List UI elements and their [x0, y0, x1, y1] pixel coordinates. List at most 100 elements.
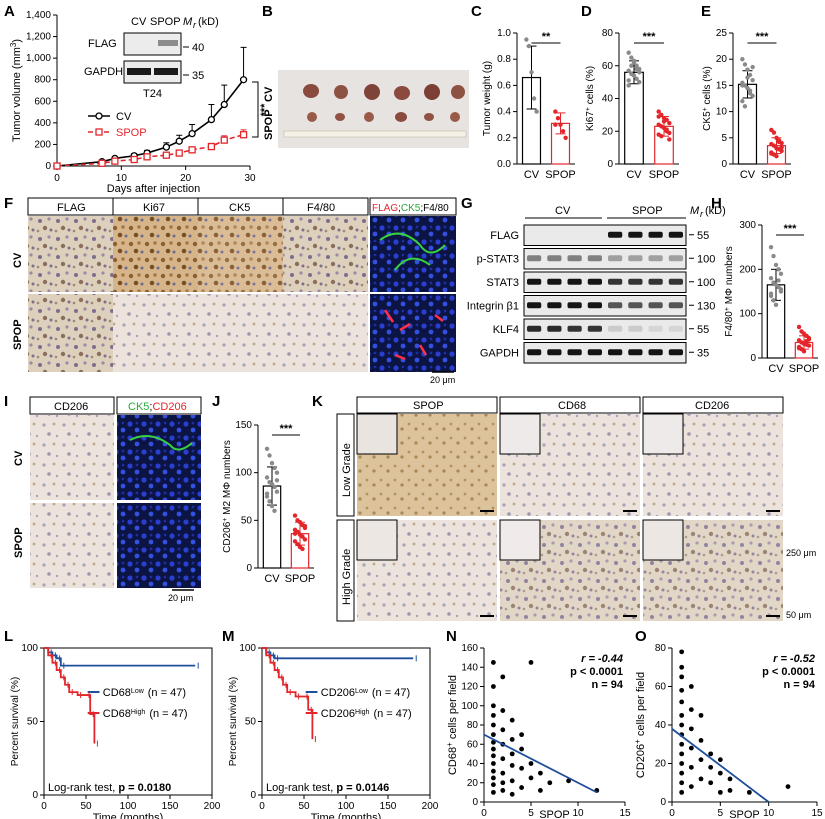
blot-band-gapdh: [123, 60, 182, 84]
a-point-spop: [98, 159, 106, 167]
g-row-label: GAPDH: [480, 347, 519, 359]
n-point: [491, 712, 496, 718]
f-image-flag-cv: [28, 216, 113, 292]
j-dot: [272, 465, 277, 471]
g-band: [668, 302, 683, 309]
tumor-volume-chart: 0 200 400 600 800 1,000 1,200 1,400 0 10 20 30 Days …: [9, 10, 272, 195]
d-dot: [634, 76, 639, 82]
g-band: [567, 349, 582, 356]
e-ytick-label: 15: [716, 80, 728, 91]
l-xtick-label: 200: [204, 801, 221, 812]
g-band: [628, 302, 643, 309]
k-scale-large: 250 μm: [786, 548, 816, 558]
m-xtick-label: 100: [338, 801, 355, 812]
l-ytick-label: 100: [21, 643, 38, 654]
d-dot: [626, 68, 631, 73]
panel-label-f: F: [4, 195, 13, 212]
e-dot: [774, 153, 779, 159]
a-ytick-label: 400: [34, 118, 51, 129]
f-image-ki67-spop: [113, 294, 198, 372]
g-band: [547, 349, 562, 356]
c-dot: [529, 70, 534, 75]
n-ytick-label: 140: [461, 662, 478, 673]
n-point: [509, 778, 515, 784]
a-point-cv: [175, 137, 183, 145]
d-dot: [634, 66, 639, 72]
panel-label-b: B: [262, 3, 273, 20]
l-xtick-label: 150: [162, 801, 179, 812]
o-point: [785, 784, 791, 789]
a-y-label: Tumor volume (mm3): [9, 39, 24, 142]
n-ytick-label: 20: [467, 778, 479, 789]
d-dot: [626, 78, 631, 83]
a-xtick-label: 30: [244, 173, 256, 184]
e-sig-stars: ***: [756, 31, 770, 43]
j-xtick-label: CV: [264, 573, 280, 585]
panel-a: A 0 200 400 600 800 1,000 1,200 1,400 0 10 20 30 Day…: [4, 3, 271, 195]
n-point: [491, 660, 496, 665]
panel-label-e: E: [701, 3, 711, 20]
g-marker: 100: [697, 253, 715, 265]
h-dot: [771, 253, 776, 259]
panel-label-i: I: [4, 393, 8, 410]
n-point: [528, 761, 534, 766]
n-xtick-label: 10: [572, 808, 584, 819]
d-dot: [667, 130, 672, 136]
o-point: [688, 707, 694, 712]
e-xtick-label: CV: [740, 169, 756, 181]
h-dot: [768, 276, 774, 281]
g-band: [648, 302, 663, 309]
c-dot: [531, 96, 537, 101]
c-y-label: Tumor weight (g): [482, 61, 493, 136]
g-band: [668, 255, 683, 262]
f-col-flag: FLAG: [57, 202, 86, 214]
j-dot: [269, 460, 275, 466]
f-row-cv: CV: [12, 252, 24, 268]
e-dot: [740, 57, 745, 62]
f-image-ck5-cv: [198, 216, 283, 292]
g-band: [608, 302, 623, 309]
g-band: [587, 278, 602, 285]
o-point: [717, 757, 723, 763]
a-point-cv: [207, 115, 216, 124]
n-point: [491, 732, 496, 738]
n-stat-p: p < 0.0001: [570, 666, 623, 678]
n-point: [491, 746, 496, 752]
e-dot: [740, 98, 745, 104]
j-ytick-label: 100: [235, 468, 252, 479]
h-ytick-label: 100: [739, 309, 756, 320]
a-point-spop: [130, 155, 138, 164]
e-ytick-label: 0: [721, 159, 727, 170]
n-point: [500, 788, 506, 793]
a-point-spop: [53, 162, 61, 170]
o-xtick-label: 15: [811, 808, 823, 819]
c-sig-stars: **: [542, 31, 551, 43]
h-dot: [778, 271, 784, 276]
o-point: [708, 764, 714, 770]
l-xtick-label: 50: [80, 801, 92, 812]
m-frame: [261, 647, 431, 796]
g-band: [527, 325, 542, 332]
blot-header-mr: M: [183, 16, 193, 28]
o-point: [679, 649, 685, 655]
o-point: [679, 687, 685, 693]
n-point: [528, 660, 534, 665]
panel-label-c: C: [471, 3, 482, 20]
cd206-chart: 0 50 100 150 CV SPOP *** CD206+ M2 MΦ numbers: [222, 420, 316, 585]
l-annotation: Log-rank test, p = 0.0180: [48, 782, 171, 794]
j-y-label: CD206+ M2 MΦ numbers: [222, 440, 234, 553]
n-point: [491, 703, 496, 709]
h-dot: [773, 302, 779, 307]
e-dot: [745, 67, 750, 72]
g-band: [567, 255, 582, 262]
c-dot: [555, 115, 561, 121]
g-band: [668, 231, 683, 238]
n-xtick-label: 0: [481, 808, 487, 819]
g-blot-strip: [523, 318, 687, 340]
c-dot: [560, 129, 566, 134]
g-header-spop: SPOP: [632, 205, 663, 217]
d-dot: [626, 50, 631, 55]
panel-label-j: J: [212, 393, 220, 410]
c-dot: [558, 122, 563, 127]
o-point: [679, 789, 685, 795]
